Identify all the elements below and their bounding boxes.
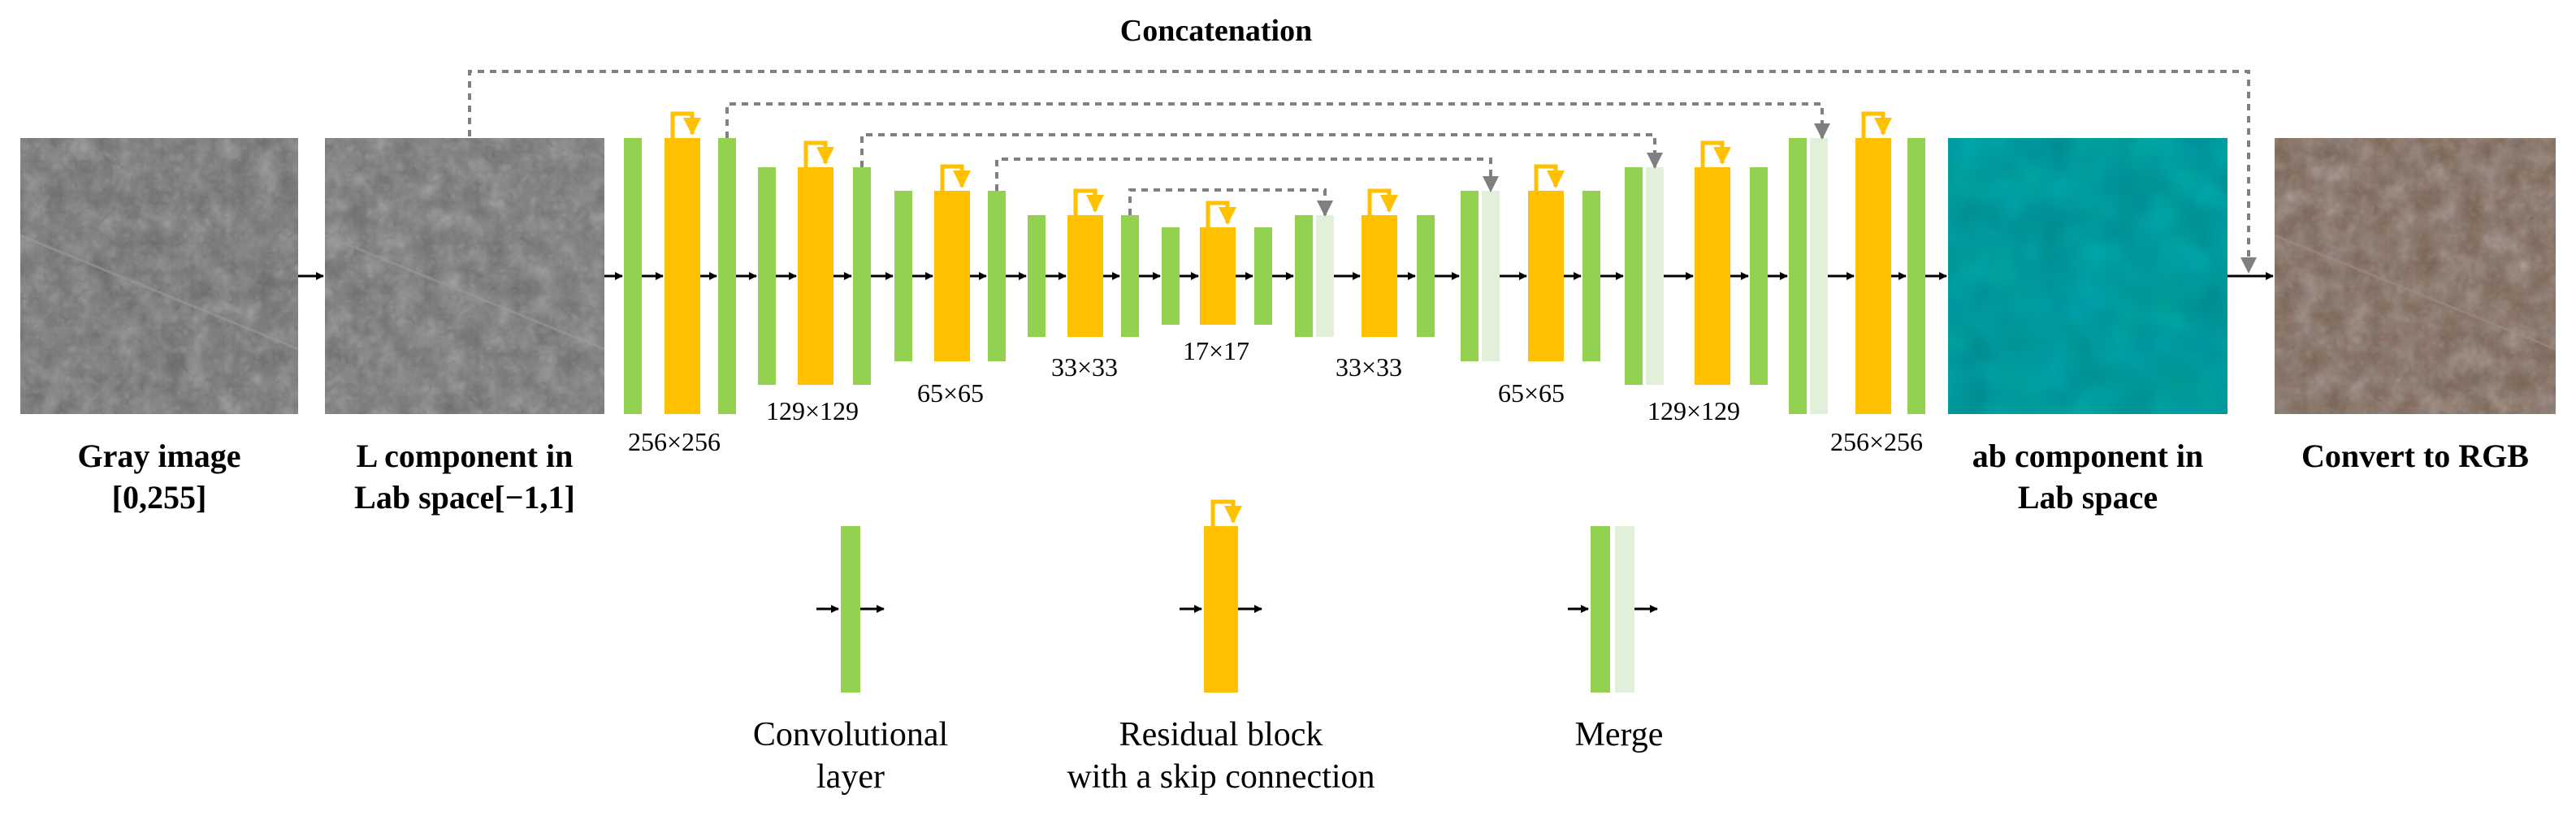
residual-block: [798, 167, 833, 385]
conv-layer: [1417, 215, 1435, 337]
ab-component-label-line1: ab component in: [1972, 438, 2204, 474]
res-label-7: 65×65: [1498, 378, 1565, 408]
residual-block: [665, 138, 700, 414]
merge-layer: [1646, 167, 1664, 385]
network-layers: [604, 102, 1947, 414]
conv-layer: [1750, 167, 1768, 385]
conv-layer: [1295, 215, 1313, 337]
legend-merge-label: Merge: [1575, 716, 1664, 753]
conv-layer: [894, 191, 912, 361]
res-label-9: 256×256: [1830, 427, 1923, 456]
conv-layer: [1254, 227, 1272, 325]
legend-conv-label-line1: Convolutional: [753, 716, 948, 753]
res-label-2: 129×129: [766, 396, 859, 425]
gray-image-label-line1: Gray image: [77, 438, 240, 474]
residual-skip-arrow: [1861, 111, 1892, 138]
conv-layer: [1461, 191, 1478, 361]
residual-skip-arrow: [803, 140, 834, 167]
conv-layer: [624, 138, 642, 414]
conv-layer: [1162, 227, 1180, 325]
residual-skip-arrow: [1073, 188, 1104, 215]
conv-layer: [988, 191, 1006, 361]
residual-skip-arrow: [1700, 140, 1731, 167]
legend: Convolutional layer Residual block with …: [753, 499, 1664, 796]
residual-block: [1200, 227, 1236, 325]
residual-skip-arrow: [670, 111, 701, 138]
merge-layer: [1316, 215, 1334, 337]
residual-block: [1067, 215, 1103, 337]
ab-component-panel: [1948, 138, 2227, 414]
residual-skip-arrow: [940, 164, 971, 191]
gray-image-panel: [19, 138, 299, 414]
res-label-6: 33×33: [1336, 352, 1402, 382]
merge-layer: [1810, 138, 1828, 414]
legend-merge-swatch: [1568, 526, 1658, 693]
conv-layer: [1582, 191, 1600, 361]
convert-rgb-label: Convert to RGB: [2301, 438, 2529, 474]
conv-layer: [1789, 138, 1807, 414]
residual-skip-arrow: [1206, 201, 1236, 227]
skip-connection: [995, 158, 1499, 192]
l-component-label-line2: Lab space[−1,1]: [354, 479, 575, 516]
legend-residual-label-line1: Residual block: [1119, 716, 1323, 753]
res-label-3: 65×65: [917, 378, 984, 408]
residual-block: [1528, 191, 1564, 361]
residual-block: [1695, 167, 1730, 385]
res-label-5: 17×17: [1183, 336, 1249, 365]
res-label-1: 256×256: [628, 427, 721, 456]
ab-component-label-line2: Lab space: [2018, 479, 2158, 516]
conv-layer: [1028, 215, 1046, 337]
residual-block: [1362, 215, 1397, 337]
conv-layer: [853, 167, 871, 385]
conv-layer: [1121, 215, 1139, 337]
l-component-label-line1: L component in: [357, 438, 574, 474]
residual-block: [1855, 138, 1891, 414]
res-label-4: 33×33: [1051, 352, 1118, 382]
skip-connection: [725, 102, 1830, 140]
conv-layer: [758, 167, 776, 385]
residual-block: [934, 191, 970, 361]
legend-conv-swatch: [816, 526, 885, 693]
skip-connection: [860, 133, 1663, 169]
residual-skip-arrow: [1367, 188, 1398, 215]
res-label-8: 129×129: [1647, 396, 1740, 425]
merge-layer: [1482, 191, 1500, 361]
rgb-image-panel: [2274, 138, 2557, 414]
conv-layer: [718, 138, 736, 414]
legend-residual-label-line2: with a skip connection: [1067, 758, 1375, 796]
conv-layer: [1625, 167, 1643, 385]
legend-residual-swatch: [1180, 499, 1262, 693]
concatenation-title: Concatenation: [1120, 14, 1312, 48]
conv-layer: [1907, 138, 1925, 414]
l-component-panel: [324, 138, 605, 414]
gray-image-label-line2: [0,255]: [112, 479, 207, 516]
skip-connection: [1128, 188, 1333, 217]
concatenation-line: [468, 70, 2257, 274]
residual-skip-arrow: [1534, 164, 1565, 191]
legend-conv-label-line2: layer: [816, 758, 885, 796]
